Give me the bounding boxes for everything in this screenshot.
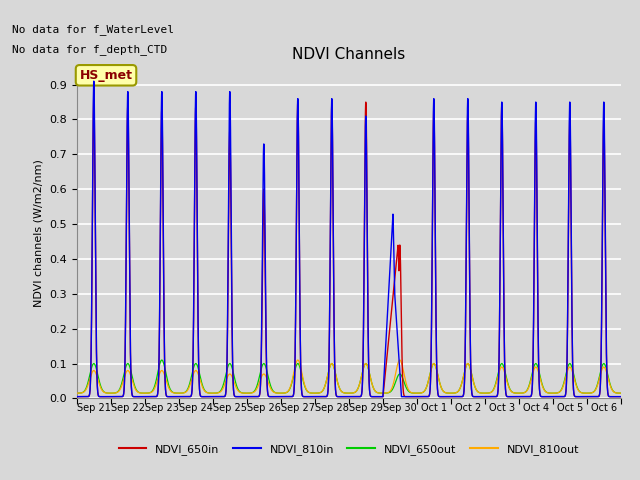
Text: No data for f_depth_CTD: No data for f_depth_CTD: [12, 44, 167, 55]
Text: HS_met: HS_met: [79, 69, 132, 82]
Title: NDVI Channels: NDVI Channels: [292, 47, 405, 62]
Legend: NDVI_650in, NDVI_810in, NDVI_650out, NDVI_810out: NDVI_650in, NDVI_810in, NDVI_650out, NDV…: [114, 439, 584, 459]
Text: No data for f_WaterLevel: No data for f_WaterLevel: [12, 24, 173, 35]
Y-axis label: NDVI channels (W/m2/nm): NDVI channels (W/m2/nm): [34, 159, 44, 307]
